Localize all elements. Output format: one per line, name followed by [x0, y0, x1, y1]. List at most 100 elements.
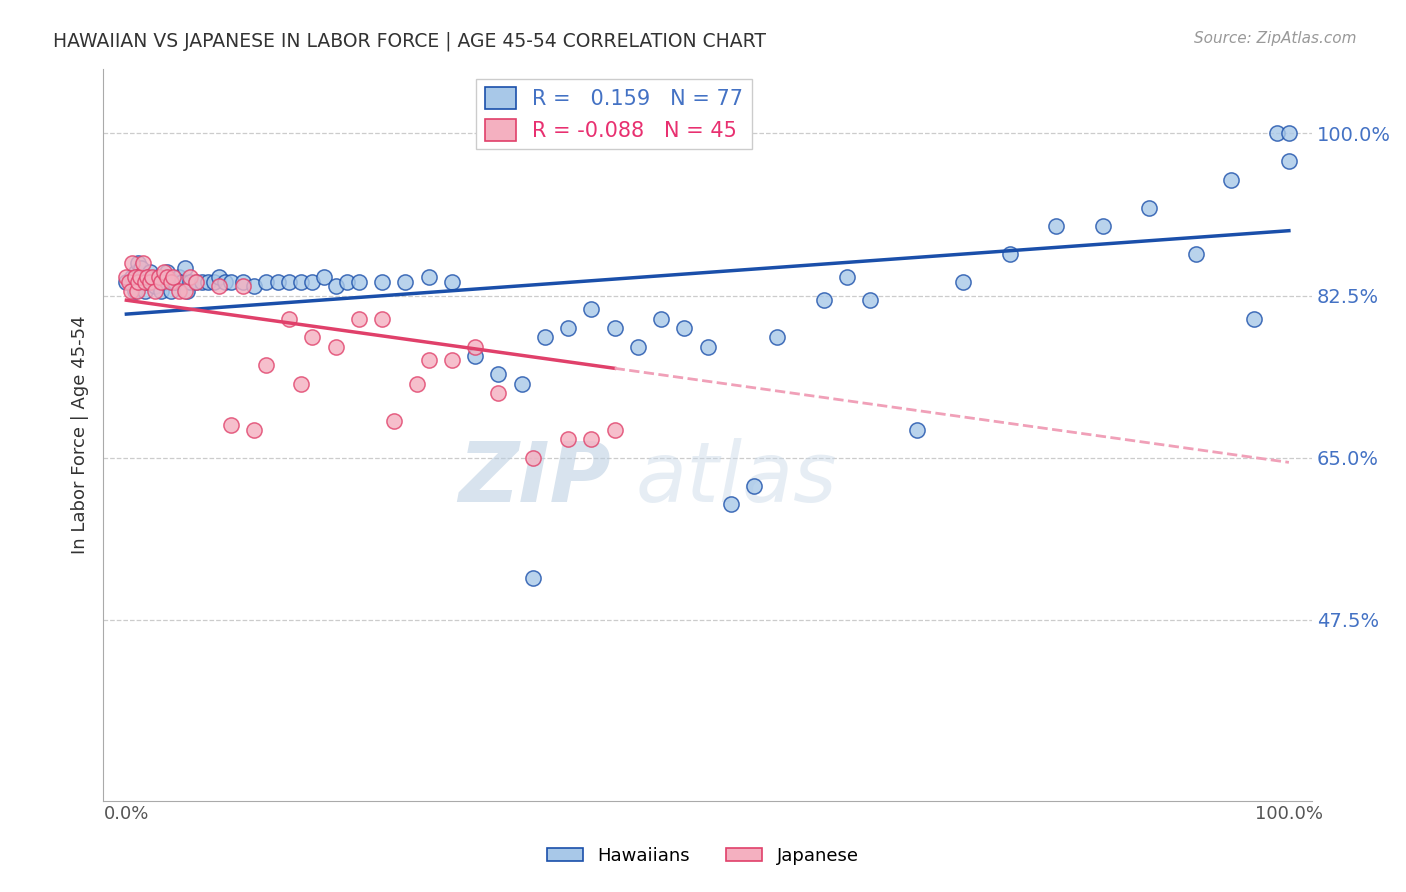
Point	[347, 275, 370, 289]
Point	[162, 270, 184, 285]
Point	[138, 275, 160, 289]
Point	[145, 284, 167, 298]
Point	[766, 330, 789, 344]
Point	[138, 265, 160, 279]
Point	[124, 270, 146, 285]
Point	[673, 321, 696, 335]
Point	[214, 275, 236, 289]
Point	[145, 279, 167, 293]
Point	[219, 275, 242, 289]
Point	[581, 432, 603, 446]
Point	[134, 284, 156, 298]
Point	[167, 270, 190, 285]
Point	[243, 279, 266, 293]
Point	[418, 270, 440, 285]
Point	[232, 279, 254, 293]
Point	[156, 270, 179, 285]
Point	[837, 270, 859, 285]
Point	[650, 311, 672, 326]
Point	[859, 293, 882, 308]
Point	[312, 270, 335, 285]
Point	[581, 302, 603, 317]
Point	[129, 275, 152, 289]
Point	[121, 256, 143, 270]
Point	[1045, 219, 1067, 233]
Point	[486, 368, 509, 382]
Point	[197, 275, 219, 289]
Point	[301, 330, 323, 344]
Point	[742, 478, 765, 492]
Point	[118, 275, 141, 289]
Point	[557, 432, 579, 446]
Point	[464, 349, 486, 363]
Point	[534, 330, 557, 344]
Point	[266, 275, 288, 289]
Point	[278, 275, 301, 289]
Point	[173, 284, 195, 298]
Point	[129, 270, 152, 285]
Point	[1185, 247, 1208, 261]
Point	[440, 353, 463, 368]
Point	[254, 358, 277, 372]
Y-axis label: In Labor Force | Age 45-54: In Labor Force | Age 45-54	[72, 315, 89, 554]
Point	[150, 275, 173, 289]
Point	[1265, 127, 1288, 141]
Point	[208, 279, 231, 293]
Point	[159, 275, 181, 289]
Point	[125, 284, 148, 298]
Point	[464, 339, 486, 353]
Text: ZIP: ZIP	[458, 438, 612, 519]
Point	[179, 270, 201, 285]
Point	[202, 275, 225, 289]
Point	[136, 275, 159, 289]
Point	[208, 270, 231, 285]
Point	[184, 275, 207, 289]
Point	[418, 353, 440, 368]
Point	[172, 275, 194, 289]
Point	[254, 275, 277, 289]
Point	[486, 385, 509, 400]
Legend: R =   0.159   N = 77, R = -0.088   N = 45: R = 0.159 N = 77, R = -0.088 N = 45	[477, 78, 752, 150]
Point	[184, 275, 207, 289]
Point	[191, 275, 214, 289]
Point	[557, 321, 579, 335]
Point	[406, 376, 429, 391]
Point	[290, 275, 312, 289]
Point	[115, 275, 138, 289]
Point	[347, 311, 370, 326]
Point	[127, 275, 149, 289]
Point	[136, 270, 159, 285]
Legend: Hawaiians, Japanese: Hawaiians, Japanese	[540, 840, 866, 872]
Point	[121, 270, 143, 285]
Point	[125, 265, 148, 279]
Point	[603, 321, 626, 335]
Point	[115, 270, 138, 285]
Point	[141, 275, 163, 289]
Point	[522, 450, 544, 465]
Point	[382, 414, 405, 428]
Point	[394, 275, 416, 289]
Point	[278, 311, 301, 326]
Point	[627, 339, 650, 353]
Point	[150, 284, 173, 298]
Point	[152, 275, 174, 289]
Point	[162, 275, 184, 289]
Point	[243, 423, 266, 437]
Point	[165, 275, 187, 289]
Point	[120, 284, 142, 298]
Point	[1278, 154, 1301, 169]
Text: atlas: atlas	[636, 438, 837, 519]
Point	[325, 279, 347, 293]
Point	[141, 270, 163, 285]
Point	[1278, 127, 1301, 141]
Point	[952, 275, 974, 289]
Point	[134, 275, 156, 289]
Point	[290, 376, 312, 391]
Point	[301, 275, 323, 289]
Point	[336, 275, 359, 289]
Point	[510, 376, 533, 391]
Point	[167, 284, 190, 298]
Point	[159, 284, 181, 298]
Point	[440, 275, 463, 289]
Point	[371, 311, 394, 326]
